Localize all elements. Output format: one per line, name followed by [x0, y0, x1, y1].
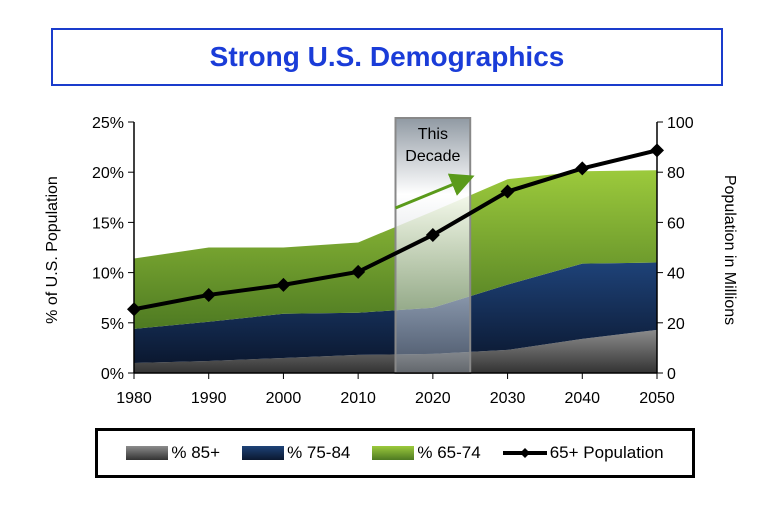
y-tick-label: 20%: [92, 165, 124, 182]
annotation-text-line1: This: [418, 126, 448, 143]
population-marker: [276, 277, 291, 292]
legend-swatch: [242, 446, 285, 460]
population-marker: [351, 264, 366, 279]
y-axis-title: % of U.S. Population: [44, 176, 61, 324]
legend-swatch: [372, 446, 415, 460]
x-tick-label: 2040: [564, 390, 600, 407]
population-line: [133, 148, 658, 312]
legend-label: % 75-84: [287, 443, 351, 462]
population-marker: [201, 287, 216, 302]
legend-item-population: 65+ Population: [502, 443, 664, 463]
y-tick-label: 5%: [101, 316, 124, 333]
legend-label: % 85+: [171, 443, 221, 462]
area--85-: [134, 329, 657, 373]
chart-title: Strong U.S. Demographics: [209, 41, 565, 72]
legend-item-65-74: % 65-74: [372, 443, 481, 463]
chart-title-box: Strong U.S. Demographics: [51, 28, 723, 86]
x-tick-label: 2000: [266, 390, 302, 407]
y2-tick-label: 100: [667, 115, 694, 132]
y-tick-label: 10%: [92, 266, 124, 283]
x-tick-label: 2050: [639, 390, 675, 407]
population-marker: [425, 227, 440, 242]
legend-item-75-84: % 75-84: [242, 443, 350, 463]
x-tick-label: 2010: [340, 390, 376, 407]
legend-label: % 65-74: [417, 443, 481, 462]
y2-axis-title: Population in Millions: [721, 175, 738, 325]
x-tick-label: 2020: [415, 390, 451, 407]
y-tick-label: 25%: [92, 115, 124, 132]
legend-label: 65+ Population: [549, 443, 664, 462]
x-tick-label: 1990: [191, 390, 227, 407]
annotation-text-line2: Decade: [405, 148, 460, 165]
legend-swatch: [126, 446, 169, 460]
y-tick-label: 15%: [92, 215, 124, 232]
x-tick-label: 1980: [116, 390, 152, 407]
legend: % 85+ % 75-84 % 65-74 65+ Population: [95, 428, 695, 478]
x-tick-label: 2030: [490, 390, 526, 407]
trend-arrow: [394, 173, 475, 210]
y-tick-label: 0%: [101, 366, 124, 383]
y2-tick-label: 20: [667, 316, 685, 333]
y2-tick-label: 0: [667, 366, 676, 383]
legend-item-85plus: % 85+: [126, 443, 220, 463]
population-marker: [575, 161, 590, 176]
y2-tick-label: 40: [667, 266, 685, 283]
y2-tick-label: 80: [667, 165, 685, 182]
y2-tick-label: 60: [667, 215, 685, 232]
population-marker: [500, 184, 515, 199]
legend-line-swatch: [502, 448, 547, 458]
